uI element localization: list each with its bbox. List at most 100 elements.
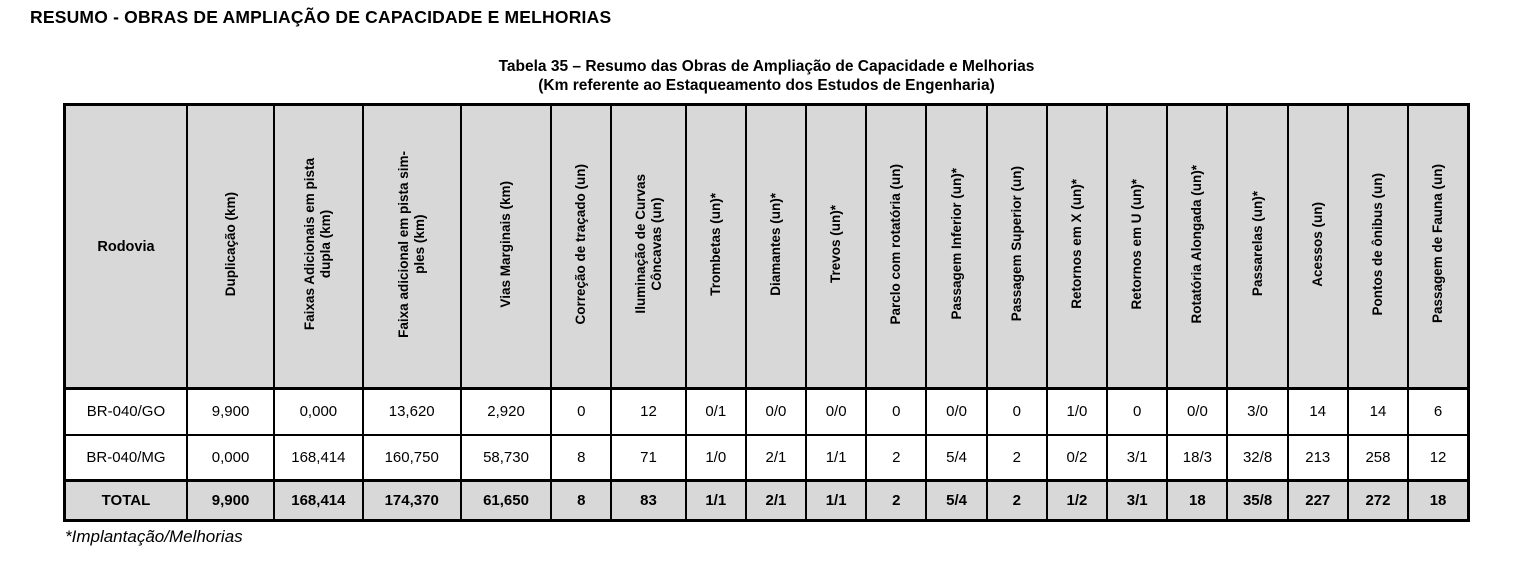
header-cell-5: Correção de traçado (un) [550,103,613,390]
header-cell-15: Rotatória Alongada (un)* [1166,103,1229,390]
header-label-rotated: Retornos em U (un)* [1129,178,1145,310]
data-cell-r1-c11: 5/4 [925,433,988,482]
total-cell-c2: 168,414 [273,479,364,522]
total-cell-c3: 174,370 [361,479,462,522]
header-cell-10: Parclo com rotatória (un) [865,103,928,390]
header-cell-7: Trombetas (un)* [684,103,747,390]
header-label-horizontal: Rodovia [97,238,155,255]
data-cell-r1-c6: 71 [610,433,687,482]
header-label-rotated: Passagem de Fauna (un) [1430,164,1446,324]
table-total-row: TOTAL 9,900 168,414 174,370 61,650 8 83 1/1 2/1 1… [63,479,1470,522]
total-cell-c10: 2 [865,479,928,522]
header-cell-6: Iluminação de Curvas Côncavas (un) [610,103,687,390]
total-cell-c14: 3/1 [1106,479,1169,522]
data-cell-r0-c12: 0 [985,387,1048,436]
header-cell-16: Passarelas (un)* [1226,103,1289,390]
data-cell-r0-c18: 14 [1346,387,1410,436]
header-label-rotated: Pontos de ônibus (un) [1370,172,1386,316]
total-cell-c12: 2 [985,479,1048,522]
total-cell-c8: 2/1 [744,479,808,522]
header-cell-1: Duplicação (km) [185,103,276,390]
data-cell-r0-c8: 0/0 [744,387,808,436]
summary-table: Rodovia Duplicação (km) Faixas Adicionais … [63,103,1470,522]
data-cell-r0-c10: 0 [865,387,928,436]
data-cell-r1-c8: 2/1 [744,433,808,482]
data-cell-r1-c3: 160,750 [361,433,462,482]
header-cell-19: Passagem de Fauna (un) [1407,103,1470,390]
data-cell-r1-c13: 0/2 [1045,433,1109,482]
header-cell-0: Rodovia [63,103,188,390]
data-cell-r1-c15: 18/3 [1166,433,1229,482]
table-body: BR-040/GO 9,900 0,000 13,620 2,920 0 12 0/1 0/0 0… [63,387,1470,522]
data-cell-r0-c6: 12 [610,387,687,436]
total-cell-c7: 1/1 [684,479,747,522]
header-label-rotated: Trevos (un)* [828,204,844,283]
data-cell-r1-c2: 168,414 [273,433,364,482]
total-cell-c16: 35/8 [1226,479,1289,522]
data-cell-r0-c2: 0,000 [273,387,364,436]
header-label-rotated: Parclo com rotatória (un) [888,163,904,325]
row-label-cell: BR-040/MG [63,433,188,482]
header-label-rotated: Rotatória Alongada (un)* [1189,164,1205,324]
header-label-rotated: Duplicação (km) [222,191,238,297]
data-cell-r0-c5: 0 [550,387,613,436]
data-cell-r1-c4: 58,730 [459,433,553,482]
header-cell-3: Faixa adicional em pista sim- ples (km) [361,103,462,390]
data-cell-r1-c12: 2 [985,433,1048,482]
table-caption-line2: (Km referente ao Estaqueamento dos Estud… [538,77,995,94]
table-row-BR-040/MG: BR-040/MG 0,000 168,414 160,750 58,730 8 71 1/0… [63,433,1470,482]
header-cell-12: Passagem Superior (un) [985,103,1048,390]
total-cell-c15: 18 [1166,479,1229,522]
header-label-rotated: Correção de traçado (un) [573,163,589,325]
total-cell-c5: 8 [550,479,613,522]
table-header: Rodovia Duplicação (km) Faixas Adicionais … [63,103,1470,390]
table-footnote: *Implantação/Melhorias [65,527,243,546]
data-cell-r1-c7: 1/0 [684,433,747,482]
header-cell-17: Acessos (un) [1286,103,1349,390]
header-cell-9: Trevos (un)* [805,103,868,390]
header-label-rotated: Passagem Superior (un) [1008,166,1024,322]
data-cell-r0-c16: 3/0 [1226,387,1289,436]
header-label-rotated: Faixas Adicionais em pista dupla (km) [302,157,334,331]
total-cell-c13: 1/2 [1045,479,1109,522]
header-label-rotated: Vias Marginais (km) [498,180,514,308]
header-label-rotated: Iluminação de Curvas Côncavas (un) [632,174,664,314]
row-label-cell: BR-040/GO [63,387,188,436]
header-cell-8: Diamantes (un)* [744,103,808,390]
total-cell-c18: 272 [1346,479,1410,522]
data-cell-r1-c5: 8 [550,433,613,482]
total-cell-c11: 5/4 [925,479,988,522]
table-header-row: Rodovia Duplicação (km) Faixas Adicionais … [63,103,1470,390]
data-cell-r0-c14: 0 [1106,387,1169,436]
data-cell-r0-c1: 9,900 [185,387,276,436]
header-cell-11: Passagem Inferior (un)* [925,103,988,390]
data-cell-r0-c15: 0/0 [1166,387,1229,436]
data-cell-r0-c9: 0/0 [805,387,868,436]
data-cell-r1-c9: 1/1 [805,433,868,482]
header-label-rotated: Passarelas (un)* [1249,191,1265,297]
header-label-rotated: Trombetas (un)* [707,192,723,296]
header-cell-13: Retornos em X (un)* [1045,103,1109,390]
total-cell-c6: 83 [610,479,687,522]
data-cell-r0-c13: 1/0 [1045,387,1109,436]
header-cell-4: Vias Marginais (km) [459,103,553,390]
total-cell-c17: 227 [1286,479,1349,522]
data-cell-r1-c10: 2 [865,433,928,482]
data-cell-r1-c18: 258 [1346,433,1410,482]
total-cell-c19: 18 [1407,479,1470,522]
total-label-cell: TOTAL [63,479,188,522]
total-cell-c1: 9,900 [185,479,276,522]
table-row-BR-040/GO: BR-040/GO 9,900 0,000 13,620 2,920 0 12 0/1 0/0 0… [63,387,1470,436]
data-cell-r0-c11: 0/0 [925,387,988,436]
total-cell-c4: 61,650 [459,479,553,522]
data-cell-r0-c4: 2,920 [459,387,553,436]
data-cell-r1-c14: 3/1 [1106,433,1169,482]
section-heading: RESUMO - OBRAS DE AMPLIAÇÃO DE CAPACIDAD… [30,7,612,27]
table-caption: Tabela 35 – Resumo das Obras de Ampliaçã… [63,57,1470,95]
data-cell-r1-c19: 12 [1407,433,1470,482]
data-cell-r1-c16: 32/8 [1226,433,1289,482]
data-cell-r0-c3: 13,620 [361,387,462,436]
data-cell-r0-c7: 0/1 [684,387,747,436]
header-cell-18: Pontos de ônibus (un) [1346,103,1410,390]
